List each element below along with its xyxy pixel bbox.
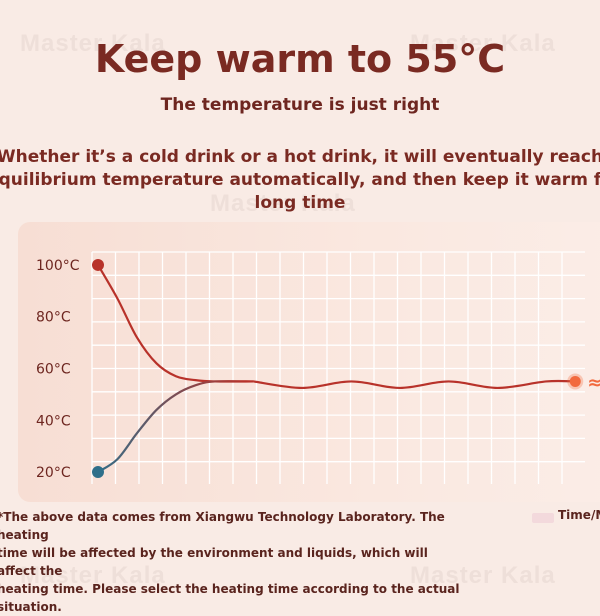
y-tick-label: 60°C	[36, 362, 71, 378]
temperature-chart: 20°C 40°C 60°C 80°C 100°C ≈55°C	[36, 251, 600, 484]
footnote-line: *The above data comes from Xiangwu Techn…	[0, 510, 445, 542]
series-cold-drink-line	[97, 380, 254, 473]
description-line: equilibrium temperature automatically, a…	[0, 170, 600, 190]
footnote-line: situation.	[0, 600, 62, 614]
y-tick-label: 40°C	[36, 413, 71, 429]
y-tick-label: 80°C	[36, 310, 71, 326]
page-title: Keep warm to 55°C	[94, 37, 506, 81]
footnote: *The above data comes from Xiangwu Techn…	[0, 508, 467, 616]
footnote-line: heating time. Please select the heating …	[0, 582, 460, 596]
end-point	[569, 375, 581, 387]
description-line: long time	[254, 193, 346, 213]
description-line: Whether it’s a cold drink or a hot drink…	[0, 147, 600, 167]
time-legend-swatch	[532, 513, 554, 523]
series-hot-drink-line	[97, 264, 254, 383]
y-tick-label: 20°C	[36, 465, 71, 481]
description: Whether it’s a cold drink or a hot drink…	[0, 146, 600, 215]
footnote-line: time will be affected by the environment…	[0, 546, 428, 578]
end-value-label: ≈55°C	[587, 372, 600, 393]
y-tick-label: 100°C	[36, 258, 80, 274]
series-keep-warm-line	[253, 379, 576, 390]
x-axis-label: Time/M	[558, 508, 600, 522]
cold-start-point	[92, 466, 104, 479]
page-subtitle: The temperature is just right	[160, 95, 440, 115]
hot-start-point	[92, 258, 104, 271]
